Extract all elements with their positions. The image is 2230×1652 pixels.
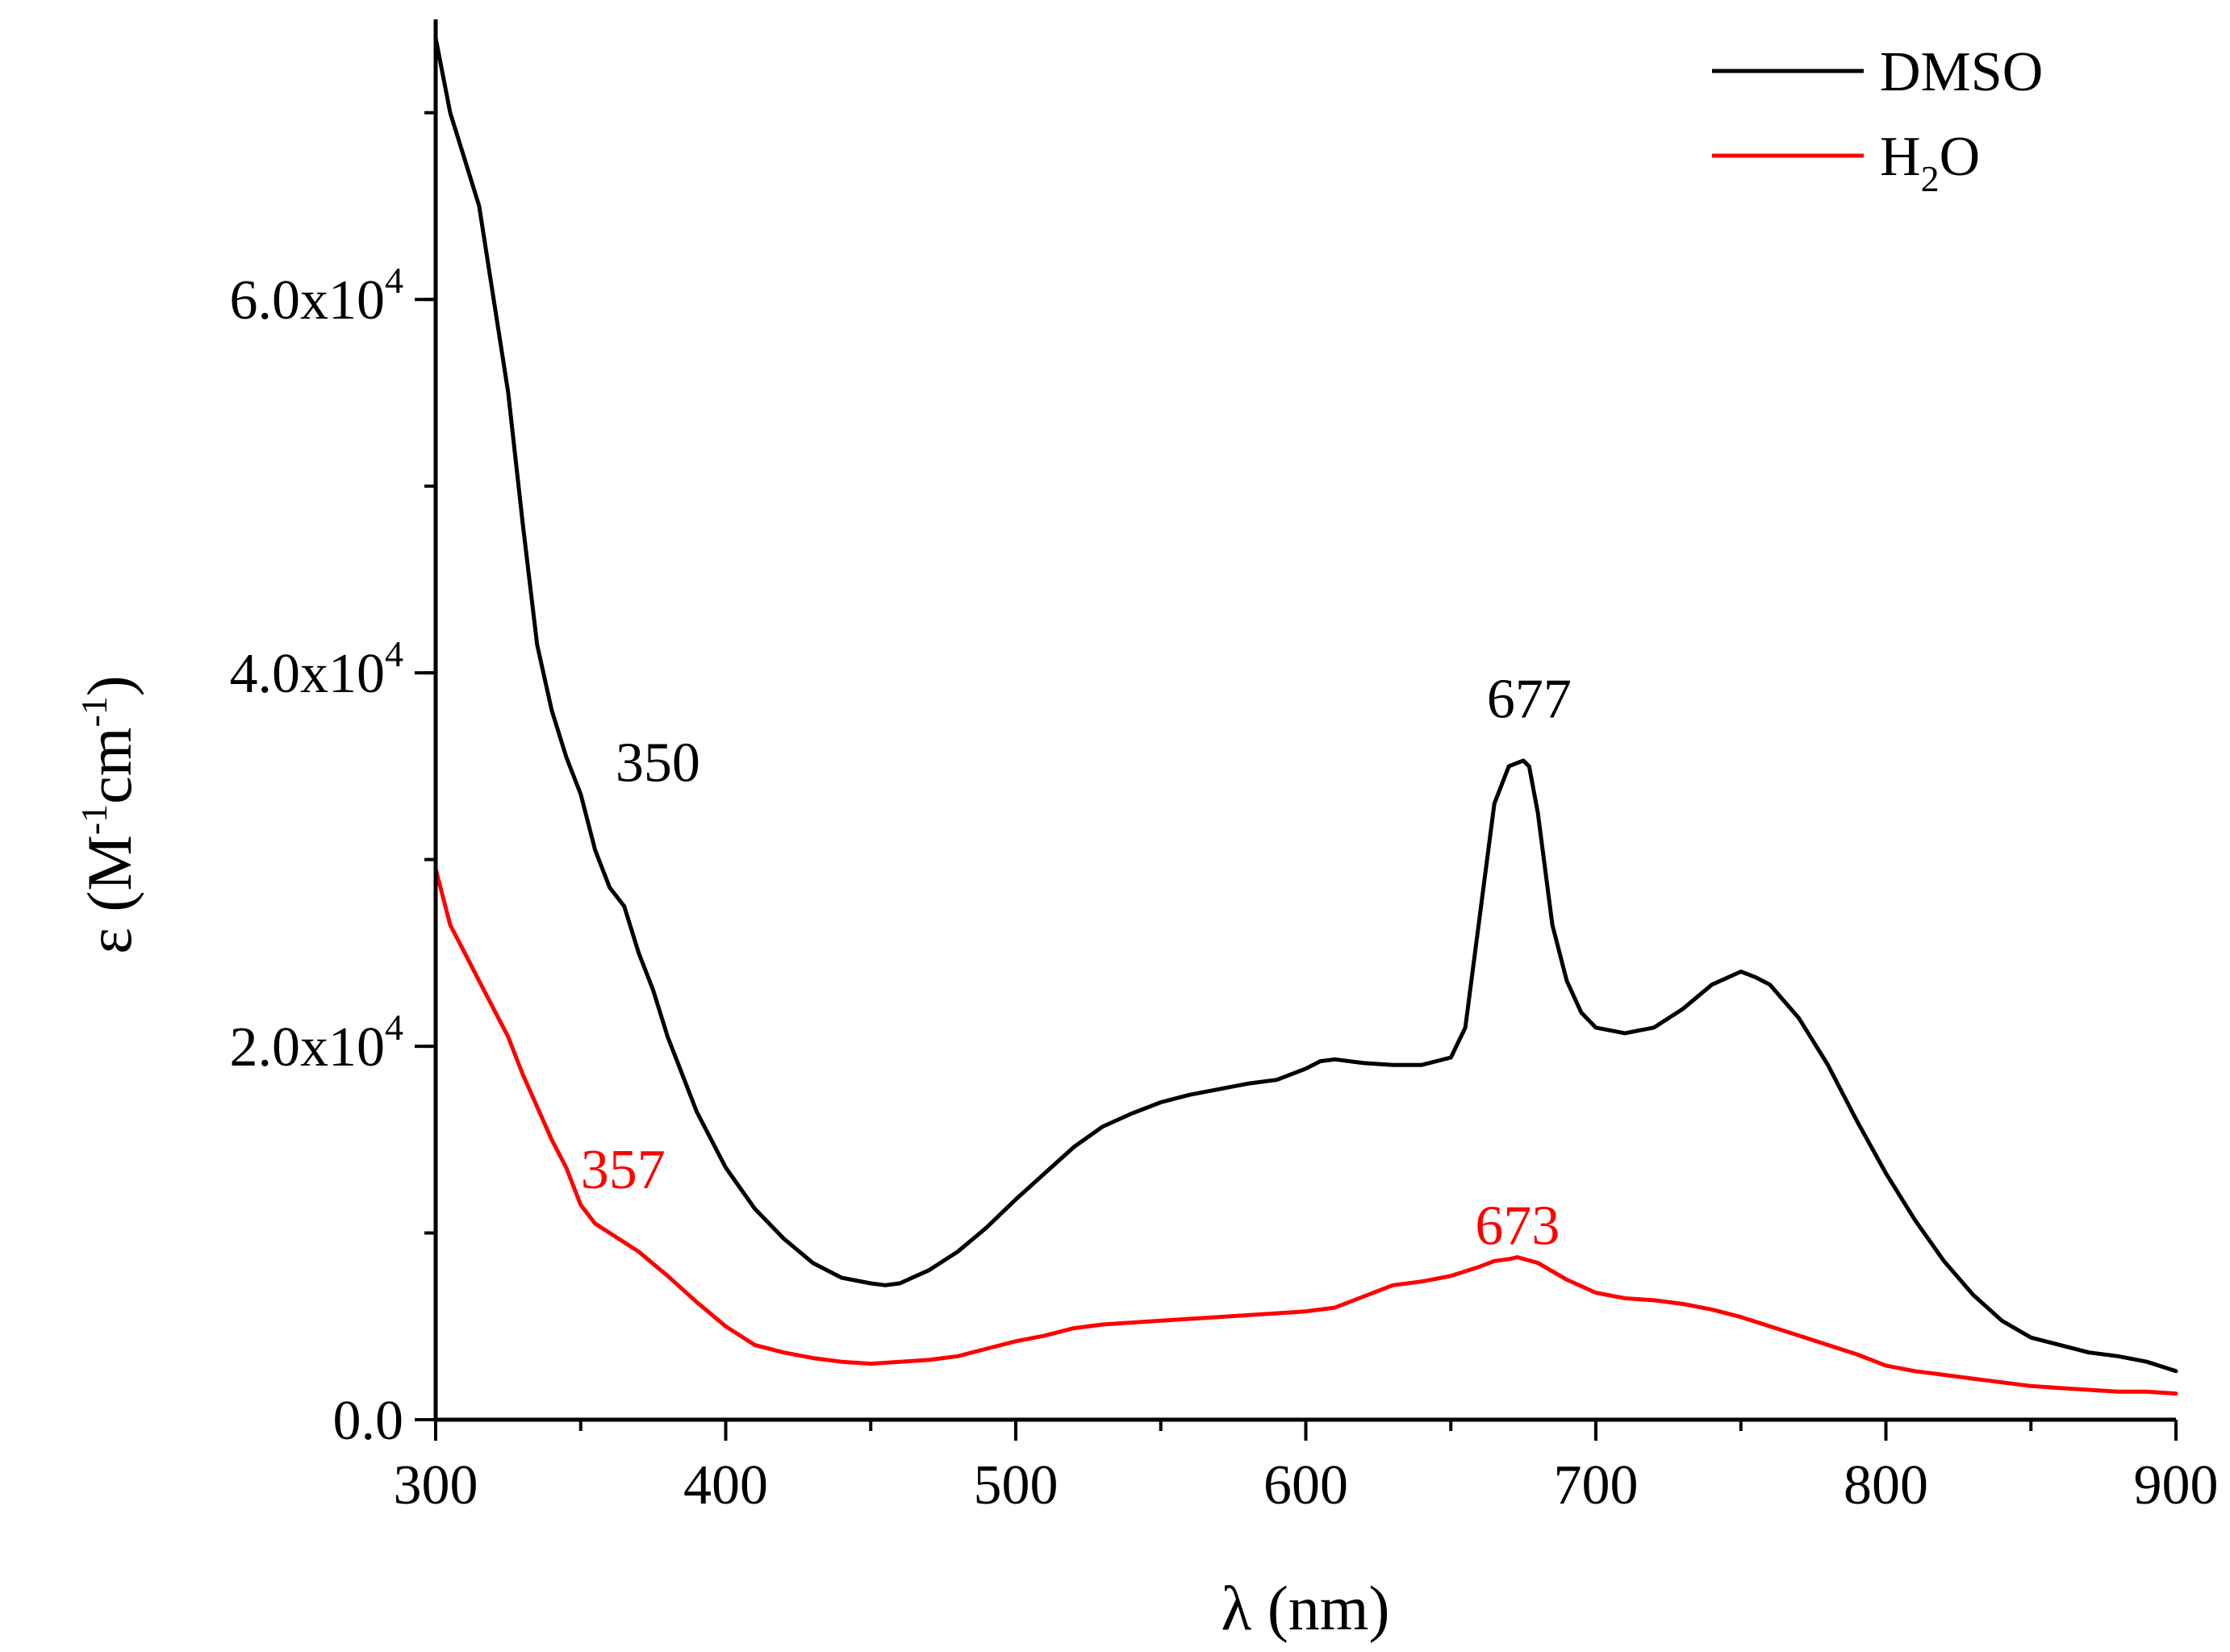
series-line-h2o — [433, 866, 2178, 1396]
y-axis-title-base: ε (M — [74, 835, 144, 954]
y-tick-label: 6.0x104 — [230, 260, 404, 332]
y-axis-ticks: 0.0 2.0x104 4.0x104 6.0x104 — [230, 111, 436, 1452]
y-axis-title-end: ) — [74, 675, 144, 696]
legend-label-h2o-base: H — [1880, 126, 1921, 188]
x-tick-label: 700 — [1554, 1454, 1639, 1516]
legend-label-h2o-end: O — [1940, 126, 1981, 188]
y-tick-label: 4.0x104 — [230, 633, 404, 705]
x-tick-label: 400 — [683, 1454, 768, 1516]
peak-label: 673 — [1475, 1195, 1560, 1257]
legend: DMSO H2O — [1712, 41, 2043, 199]
x-axis-ticks: 300 400 500 600 700 800 900 — [394, 1420, 2219, 1516]
x-axis-title: λ (nm) — [1221, 1573, 1390, 1643]
series-line-dmso — [433, 35, 2178, 1374]
y-tick-label: 0.0 — [333, 1390, 404, 1452]
y-axis-title-exp2: -1 — [73, 696, 115, 727]
y-axis-title: ε (M-1cm-1) — [73, 675, 144, 954]
x-tick-label: 300 — [394, 1454, 478, 1516]
legend-label-h2o-sub: 2 — [1921, 158, 1940, 199]
peak-label: 357 — [581, 1139, 666, 1201]
y-axis-title-exp1: -1 — [73, 804, 115, 835]
x-tick-label: 800 — [1844, 1454, 1928, 1516]
legend-label-h2o: H2O — [1880, 126, 1980, 199]
peak-annotations: 350 677 357 673 — [581, 669, 1572, 1258]
peak-label: 677 — [1487, 669, 1572, 731]
x-tick-label: 900 — [2134, 1454, 2219, 1516]
x-tick-label: 500 — [974, 1454, 1059, 1516]
x-tick-label: 600 — [1263, 1454, 1348, 1516]
series-layer — [433, 35, 2178, 1396]
legend-label-dmso: DMSO — [1880, 41, 2043, 103]
peak-label: 350 — [616, 732, 700, 794]
y-axis-title-mid: cm — [74, 728, 144, 804]
y-tick-label: 2.0x104 — [230, 1007, 404, 1078]
